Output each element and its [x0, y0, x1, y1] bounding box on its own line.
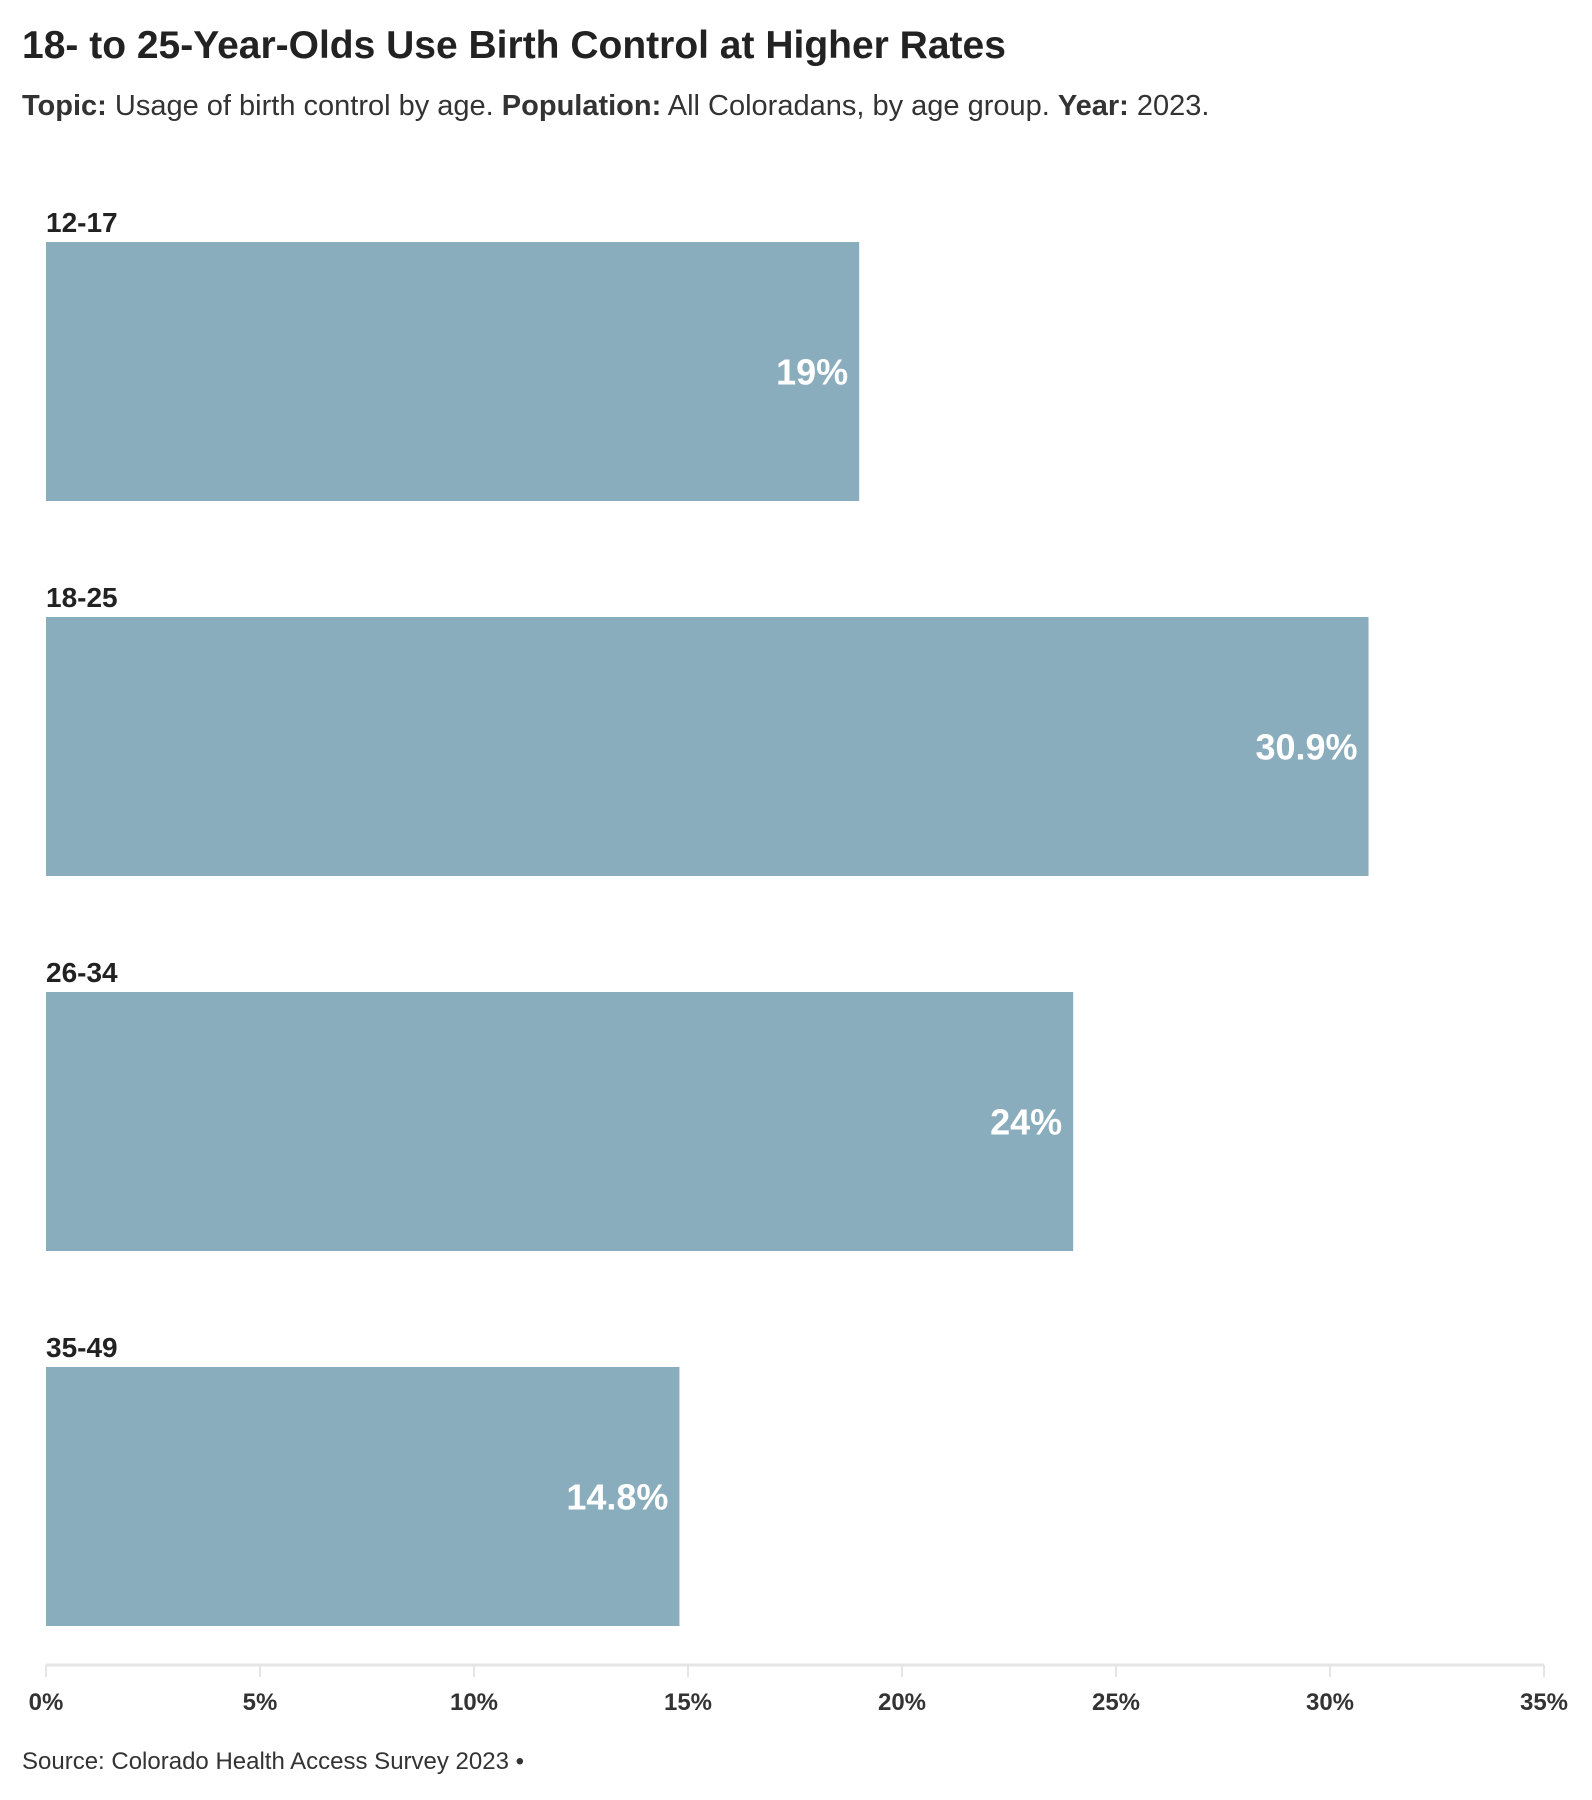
topic-label: Topic:	[22, 90, 107, 122]
year-value: 2023.	[1136, 90, 1210, 122]
x-tick-label: 5%	[243, 1689, 278, 1716]
bar-value-label: 30.9%	[1255, 727, 1357, 768]
category-label: 35-49	[46, 1332, 118, 1363]
x-tick-label: 10%	[450, 1689, 498, 1716]
x-tick-label: 0%	[29, 1689, 64, 1716]
x-tick-label: 35%	[1520, 1689, 1568, 1716]
population-label: Population:	[501, 90, 662, 122]
bar-value-label: 19%	[776, 352, 848, 393]
bar-value-label: 14.8%	[566, 1477, 668, 1518]
source-note: Source: Colorado Health Access Survey 20…	[22, 1748, 525, 1775]
x-tick-label: 30%	[1306, 1689, 1354, 1716]
chart-subtitle: Topic: Usage of birth control by age. Po…	[22, 90, 1209, 123]
category-label: 26-34	[46, 957, 118, 988]
x-tick-label: 15%	[664, 1689, 712, 1716]
bar-value-label: 24%	[990, 1102, 1062, 1143]
bar	[46, 242, 860, 501]
year-label: Year:	[1057, 90, 1129, 122]
category-label: 18-25	[46, 582, 118, 613]
topic-value: Usage of birth control by age.	[114, 90, 494, 122]
category-label: 12-17	[46, 207, 118, 238]
bar	[46, 617, 1369, 876]
x-tick-label: 20%	[878, 1689, 926, 1716]
bar	[46, 992, 1074, 1251]
chart-title: 18- to 25-Year-Olds Use Birth Control at…	[22, 24, 1006, 67]
bar	[46, 1367, 680, 1626]
population-value: All Coloradans, by age group.	[667, 90, 1050, 122]
x-tick-label: 25%	[1092, 1689, 1140, 1716]
